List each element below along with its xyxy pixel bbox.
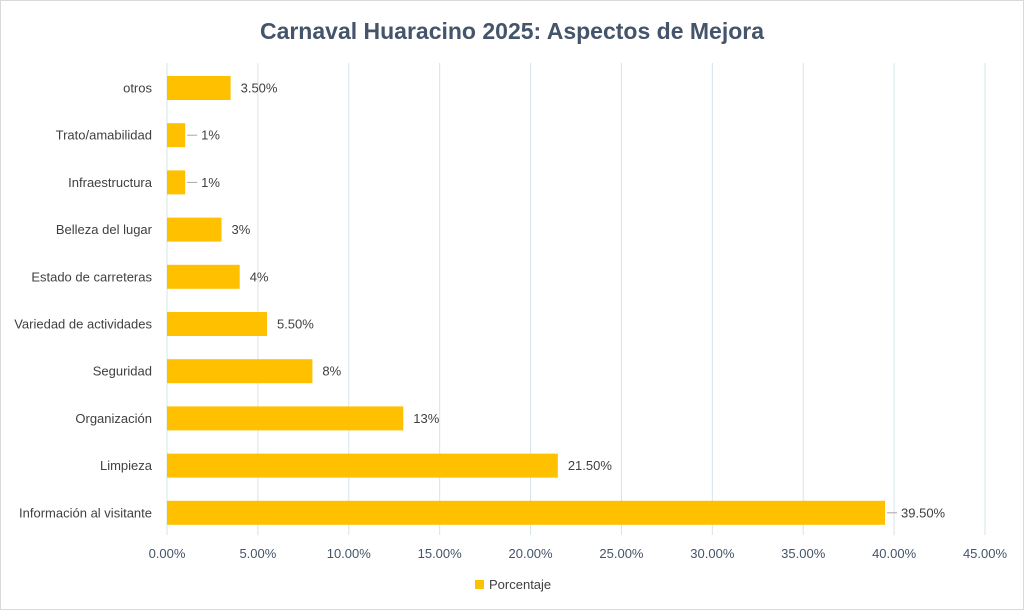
data-label: 5.50% (277, 317, 314, 332)
data-label: 8% (322, 364, 341, 379)
category-labels: otros Trato/amabilidad Infraestructura Bell… (14, 81, 153, 521)
bar (167, 453, 558, 478)
bar (167, 123, 186, 148)
data-label: 1% (201, 175, 220, 190)
x-tick-label: 20.00% (509, 546, 554, 561)
category-label: otros (123, 81, 152, 96)
bar (167, 76, 231, 100)
category-label: Trato/amabilidad (56, 128, 152, 143)
bars (167, 76, 886, 525)
x-tick-label: 5.00% (239, 546, 276, 561)
legend-swatch (475, 580, 484, 589)
gridlines (166, 63, 986, 535)
category-label: Infraestructura (68, 175, 153, 190)
data-label: 13% (413, 411, 439, 426)
data-label: 39.50% (901, 505, 946, 520)
category-label: Estado de carreteras (31, 269, 152, 284)
category-label: Información al visitante (19, 505, 152, 520)
bar (167, 312, 267, 336)
category-label: Seguridad (93, 364, 152, 379)
x-tick-labels: 0.00% 5.00% 10.00% 15.00% 20.00% 25.00% 30.00%… (149, 546, 1008, 561)
data-label: 21.50% (568, 458, 613, 473)
bar (167, 264, 240, 289)
data-labels: 3.50% 1% 1% 3% 4% 5.50% 8% 13% 21.50% 39.50% (187, 81, 946, 520)
x-tick-label: 0.00% (149, 546, 186, 561)
category-label: Limpieza (100, 458, 153, 473)
category-label: Organización (75, 411, 152, 426)
bar (167, 406, 404, 431)
bar (167, 217, 222, 242)
x-tick-label: 15.00% (418, 546, 463, 561)
bar (167, 359, 313, 384)
x-tick-label: 45.00% (963, 546, 1008, 561)
category-label: Variedad de actividades (14, 317, 152, 332)
data-label: 3.50% (241, 81, 278, 96)
category-label: Belleza del lugar (56, 222, 153, 237)
x-tick-label: 35.00% (781, 546, 826, 561)
bar (167, 500, 886, 525)
bar (167, 170, 186, 195)
data-label: 1% (201, 128, 220, 143)
data-label: 4% (250, 269, 269, 284)
chart-title: Carnaval Huaracino 2025: Aspectos de Mej… (260, 18, 764, 44)
x-tick-label: 10.00% (327, 546, 372, 561)
x-tick-label: 25.00% (599, 546, 644, 561)
legend-label: Porcentaje (489, 577, 551, 592)
legend: Porcentaje (475, 577, 551, 592)
x-tick-label: 30.00% (690, 546, 735, 561)
x-tick-label: 40.00% (872, 546, 917, 561)
data-label: 3% (232, 222, 251, 237)
